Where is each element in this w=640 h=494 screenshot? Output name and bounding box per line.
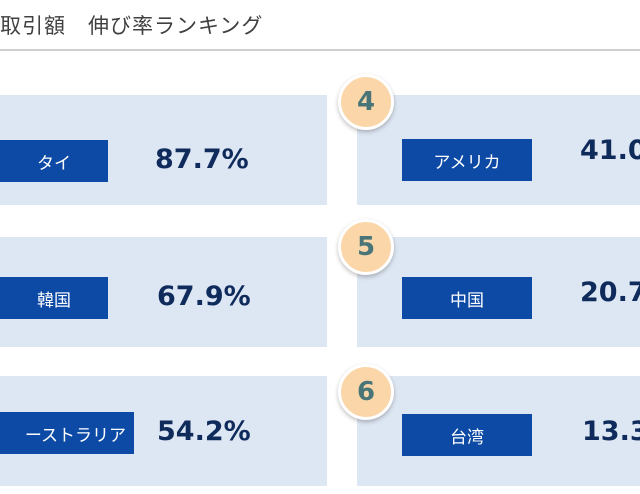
ranking-card-3: ーストラリア 54.2%	[0, 376, 327, 486]
country-label: タイ	[0, 140, 108, 182]
rank-badge-5: 5	[338, 219, 394, 275]
rank-badge-6: 6	[338, 364, 394, 420]
ranking-card-5: 中国 20.7	[357, 237, 640, 347]
growth-value: 41.0	[580, 135, 640, 166]
country-label: 中国	[402, 277, 532, 319]
country-label: アメリカ	[402, 139, 532, 181]
growth-value: 13.3	[582, 416, 640, 447]
rank-badge-4: 4	[338, 74, 394, 130]
growth-value: 20.7	[580, 277, 640, 308]
country-label: ーストラリア	[0, 412, 134, 454]
ranking-card-6: 台湾 13.3	[357, 376, 640, 486]
ranking-card-2: 韓国 67.9%	[0, 237, 327, 347]
growth-value: 67.9%	[157, 281, 251, 312]
ranking-card-1: タイ 87.7%	[0, 95, 327, 205]
title-divider	[0, 49, 640, 51]
growth-value: 54.2%	[157, 416, 251, 447]
page-title: 取引額 伸び率ランキング	[0, 14, 264, 38]
ranking-card-4: アメリカ 41.0	[357, 95, 640, 205]
country-label: 韓国	[0, 277, 108, 319]
country-label: 台湾	[402, 414, 532, 456]
growth-value: 87.7%	[155, 144, 249, 175]
